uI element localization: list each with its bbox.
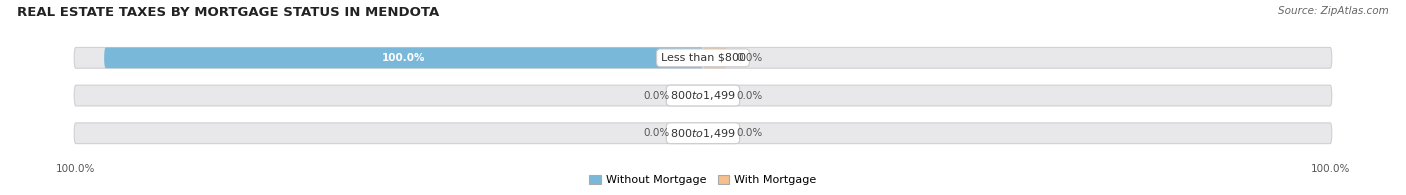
Text: 0.0%: 0.0% — [644, 90, 671, 101]
Text: 0.0%: 0.0% — [644, 128, 671, 138]
FancyBboxPatch shape — [703, 48, 727, 68]
FancyBboxPatch shape — [104, 48, 703, 68]
Text: 100.0%: 100.0% — [56, 164, 96, 174]
FancyBboxPatch shape — [703, 85, 727, 106]
Text: 0.0%: 0.0% — [735, 128, 762, 138]
FancyBboxPatch shape — [703, 123, 727, 144]
FancyBboxPatch shape — [75, 123, 1331, 144]
FancyBboxPatch shape — [75, 85, 1331, 106]
Text: 100.0%: 100.0% — [382, 53, 426, 63]
Text: Source: ZipAtlas.com: Source: ZipAtlas.com — [1278, 6, 1389, 16]
Text: Less than $800: Less than $800 — [661, 53, 745, 63]
Text: $800 to $1,499: $800 to $1,499 — [671, 89, 735, 102]
FancyBboxPatch shape — [679, 85, 703, 106]
Legend: Without Mortgage, With Mortgage: Without Mortgage, With Mortgage — [585, 170, 821, 190]
Text: 0.0%: 0.0% — [735, 90, 762, 101]
FancyBboxPatch shape — [75, 48, 1331, 68]
Text: REAL ESTATE TAXES BY MORTGAGE STATUS IN MENDOTA: REAL ESTATE TAXES BY MORTGAGE STATUS IN … — [17, 6, 439, 19]
Text: 0.0%: 0.0% — [735, 53, 762, 63]
Text: $800 to $1,499: $800 to $1,499 — [671, 127, 735, 140]
FancyBboxPatch shape — [679, 123, 703, 144]
Text: 100.0%: 100.0% — [1310, 164, 1350, 174]
